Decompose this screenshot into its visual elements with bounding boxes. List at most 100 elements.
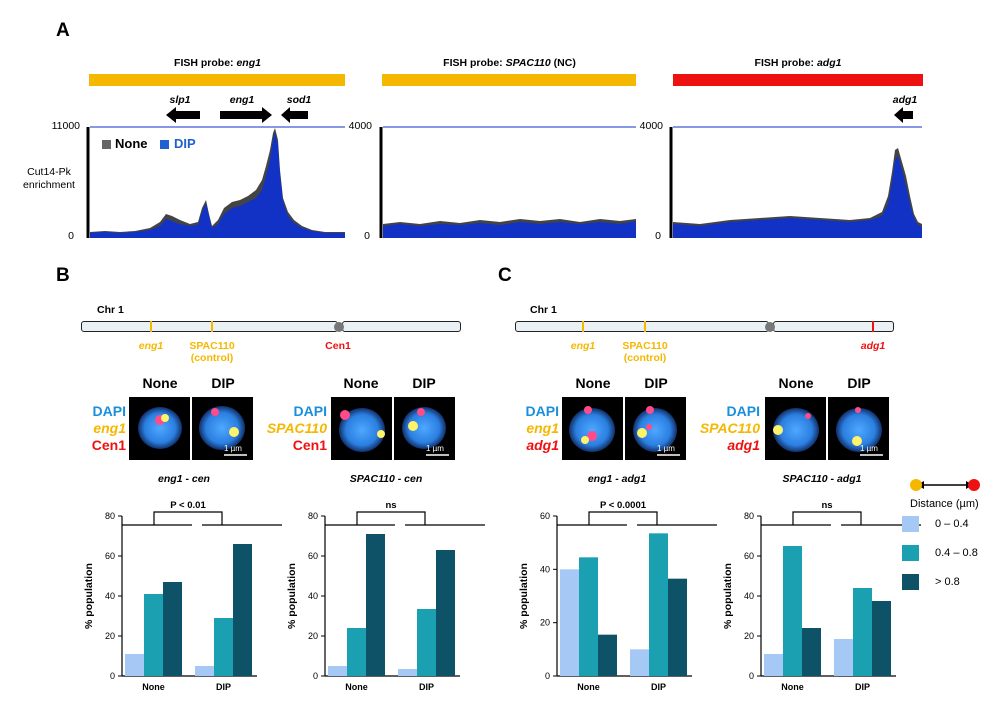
y-tick-label-2-3: 60 (540, 511, 550, 521)
legend-item-3: > 0.8 (935, 576, 960, 588)
col-header-b2: DIP (211, 375, 235, 391)
stain-labels-c-right: DAPI SPAC110 adg1 (699, 403, 760, 453)
y-axis-label-3: % population (722, 563, 734, 629)
bar-3-0-2 (802, 628, 821, 676)
bar-1-0-1 (347, 628, 366, 676)
y-tick-label-2-2: 40 (540, 564, 550, 574)
legend-none-swatch (102, 140, 111, 149)
significance-2: P < 0.0001 (600, 500, 647, 511)
mark-label-adg1-c: adg1 (860, 340, 886, 352)
gene-label-slp1: slp1 (169, 94, 191, 106)
y-axis-label-2: % population (518, 563, 530, 629)
track1-ymin: 0 (68, 230, 74, 242)
track-ylabel: Cut14-Pk enrichment (23, 166, 75, 191)
panel-label-a: A (56, 20, 70, 41)
bar-0-1-2 (233, 544, 252, 676)
x-tick-label-2-0: None (577, 682, 600, 692)
y-tick-label-1-3: 60 (308, 551, 318, 561)
legend-swatch-3 (902, 574, 919, 590)
stain-labels-b-left: DAPI eng1 Cen1 (91, 403, 126, 453)
mark-label-eng1-c: eng1 (570, 340, 596, 352)
legend-none-label: None (115, 136, 148, 151)
track3-dip (673, 156, 922, 238)
y-tick-label-3-3: 60 (744, 551, 754, 561)
y-axis-label-0: % population (83, 563, 95, 629)
x-tick-label-0-1: DIP (216, 682, 231, 692)
legend-yellow-dot (910, 479, 922, 491)
panel-label-c: C (498, 265, 512, 286)
y-tick-label-0-1: 20 (105, 631, 115, 641)
legend-swatch-2 (902, 545, 919, 561)
mark-eng1-c (582, 321, 584, 332)
bracket-top-3 (792, 511, 862, 525)
chart-title-1: SPAC110 - cen (350, 473, 423, 485)
col-header-c3: None (778, 375, 814, 391)
bar-3-0-0 (764, 654, 783, 676)
y-tick-label-3-4: 80 (744, 511, 754, 521)
track2-ymin: 0 (364, 230, 370, 242)
mark-label-cen-b: Cen1 (325, 340, 351, 352)
bar-2-0-2 (598, 634, 617, 676)
legend-swatch-1 (902, 516, 919, 532)
bar-1-1-0 (398, 669, 417, 676)
track-title-1: FISH probe: eng1 (174, 57, 261, 69)
track2-ymax: 4000 (348, 120, 372, 132)
scalebar-b1: 1 µm (224, 444, 242, 453)
y-tick-label-2-0: 0 (545, 671, 550, 681)
col-header-b3: None (343, 375, 379, 391)
y-tick-label-1-1: 20 (308, 631, 318, 641)
significance-0: P < 0.01 (170, 500, 206, 511)
y-tick-label-3-0: 0 (749, 671, 754, 681)
scalebar-b2: 1 µm (426, 444, 444, 453)
mark-adg1-c (872, 321, 874, 332)
legend-red-dot (968, 479, 980, 491)
mark-spac-b (211, 321, 213, 332)
arrow-sod1 (281, 107, 308, 123)
gene-label-eng1: eng1 (229, 94, 255, 106)
x-tick-label-1-1: DIP (419, 682, 434, 692)
legend-title: Distance (µm) (910, 498, 979, 510)
track1-dip (90, 132, 345, 238)
legend-dip-swatch (160, 140, 169, 149)
track-title-2: FISH probe: SPAC110 (NC) (443, 57, 576, 69)
y-tick-label-3-2: 40 (744, 591, 754, 601)
bar-2-0-0 (560, 569, 579, 676)
x-tick-label-1-0: None (345, 682, 368, 692)
bar-3-0-1 (783, 546, 802, 676)
bar-3-1-1 (853, 588, 872, 676)
bracket-top-0 (153, 511, 223, 525)
y-tick-label-1-4: 80 (308, 511, 318, 521)
chart-title-3: SPAC110 - adg1 (783, 473, 862, 485)
mark-label-spac-c: SPAC110 (control) (622, 340, 668, 364)
arrow-slp1 (166, 107, 200, 123)
chart-title-2: eng1 - adg1 (588, 473, 647, 485)
y-tick-label-0-0: 0 (110, 671, 115, 681)
gene-label-sod1: sod1 (286, 94, 312, 106)
bar-2-0-1 (579, 557, 598, 676)
panel-label-b: B (56, 265, 70, 286)
chr-label-b: Chr 1 (97, 304, 124, 316)
y-tick-label-3-1: 20 (744, 631, 754, 641)
mark-eng1-b (150, 321, 152, 332)
x-tick-label-0-0: None (142, 682, 165, 692)
x-tick-label-3-1: DIP (855, 682, 870, 692)
col-header-b4: DIP (412, 375, 436, 391)
stain-labels-b-right: DAPI SPAC110 Cen1 (266, 403, 327, 453)
y-tick-label-2-1: 20 (540, 618, 550, 628)
probe-bar-eng1 (89, 74, 345, 86)
significance-3: ns (821, 500, 832, 511)
centromere-b (334, 322, 344, 332)
legend-dip-label: DIP (174, 136, 196, 151)
bracket-top-2 (588, 511, 658, 525)
x-tick-label-3-0: None (781, 682, 804, 692)
mark-spac-c (644, 321, 646, 332)
chr-label-c: Chr 1 (530, 304, 557, 316)
probe-bar-spac110 (382, 74, 636, 86)
bar-3-1-2 (872, 601, 891, 676)
probe-bar-adg1 (673, 74, 923, 86)
scalebar-c1: 1 µm (657, 444, 675, 453)
